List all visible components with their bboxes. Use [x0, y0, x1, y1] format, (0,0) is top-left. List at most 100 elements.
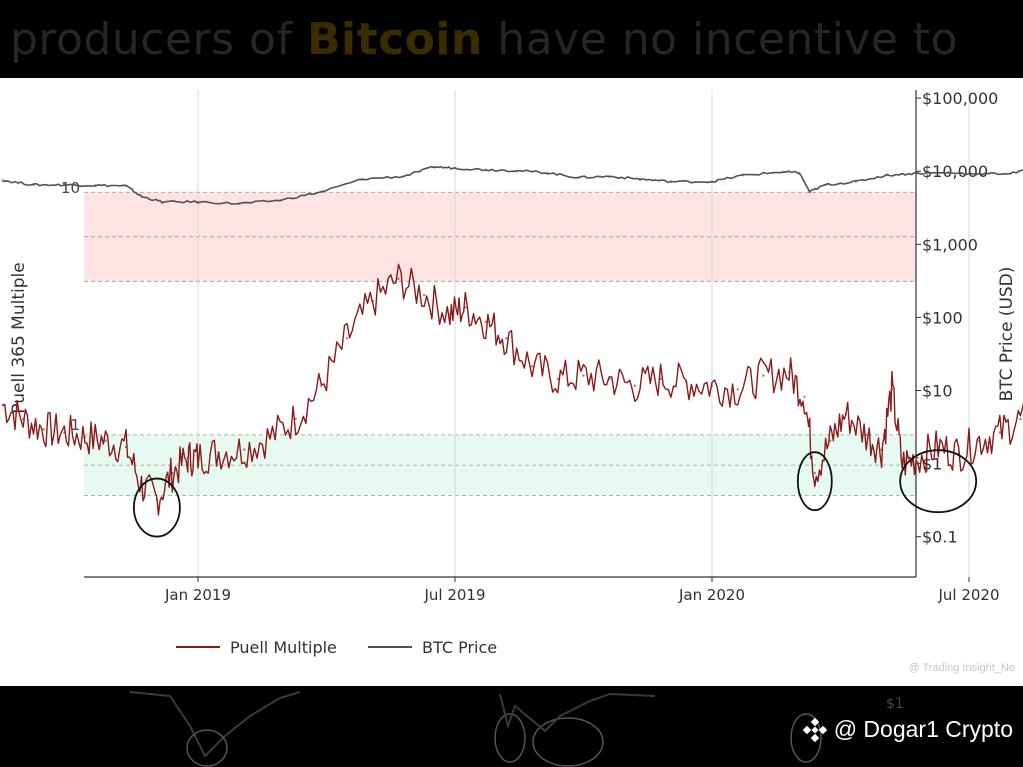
brand-text: @ Dogar1 Crypto	[833, 716, 1013, 742]
puell-point	[124, 445, 128, 449]
bottom-strip: $1 @ Dogar1 Crypto	[0, 686, 1023, 767]
puell-point	[155, 498, 159, 501]
puell-point	[530, 365, 534, 368]
btc-point	[638, 177, 642, 181]
brand-label: @ Dogar1 Crypto	[802, 716, 1013, 743]
puell-point	[448, 313, 452, 316]
puell-point	[813, 472, 816, 475]
btc-point	[140, 195, 143, 198]
right-tick-label: $100	[922, 308, 963, 327]
btc-point	[546, 171, 549, 175]
btc-point	[361, 177, 364, 181]
bottom-circle-annotation	[899, 449, 978, 514]
btc-point	[978, 172, 981, 176]
btc-point	[1, 179, 4, 182]
btc-point	[63, 183, 66, 187]
right-axis-title: BTC Price (USD)	[997, 267, 1017, 402]
puell-point	[916, 456, 919, 460]
puell-point	[243, 448, 246, 451]
puell-point	[371, 299, 374, 303]
puell-point	[803, 395, 806, 399]
puell-point	[186, 456, 189, 460]
puell-point	[1019, 417, 1022, 421]
right-tick-label: $0.1	[922, 528, 958, 547]
btc-point	[1008, 172, 1012, 175]
blurred-chart-reflection: $1	[129, 691, 904, 767]
btc-point	[32, 183, 35, 187]
btc-point	[433, 165, 436, 168]
puell-point	[978, 439, 981, 442]
puell-point	[422, 293, 426, 297]
puell-point	[464, 306, 467, 309]
series-puell-multiple-line	[2, 263, 1023, 516]
puell-point	[890, 388, 894, 391]
puell-point	[659, 377, 662, 381]
puell-point	[484, 320, 488, 323]
btc-point	[160, 200, 164, 204]
puell-point	[608, 377, 611, 381]
btc-point	[798, 171, 801, 175]
x-tick-label: Jul 2019	[423, 586, 485, 604]
x-tick-label: Jan 2019	[164, 586, 231, 604]
bottom-circle-annotation	[132, 477, 181, 538]
btc-point	[237, 202, 241, 205]
puell-point	[844, 412, 847, 416]
right-tick-label: $1,000	[922, 235, 978, 254]
puell-point	[936, 445, 940, 449]
btc-point	[94, 184, 97, 187]
puell-point	[880, 448, 883, 451]
x-tick-label: Jul 2020	[937, 586, 999, 604]
btc-point	[402, 175, 405, 178]
btc-point	[577, 176, 580, 179]
puell-point	[104, 439, 107, 442]
btc-point	[782, 170, 786, 174]
puell-point	[998, 431, 1002, 434]
btc-point	[854, 180, 858, 183]
puell-point	[582, 374, 585, 377]
legend-label: Puell Multiple	[230, 638, 337, 657]
bottom-circle-annotation	[796, 451, 833, 512]
btc-point	[669, 180, 673, 183]
btc-point	[741, 174, 745, 177]
watermark: @ Trading Insight_Ne	[908, 662, 1015, 674]
puell-point	[320, 384, 323, 387]
puell-point	[268, 435, 272, 439]
puell-point	[83, 435, 87, 439]
puell-point	[345, 337, 349, 340]
puell-point	[900, 462, 904, 465]
btc-point	[515, 169, 518, 172]
right-tick-label: $100,000	[922, 89, 998, 108]
btc-point	[453, 166, 457, 170]
right-tick-label: $10	[922, 382, 953, 401]
caption-part-2: have no incentive to	[482, 14, 959, 65]
puell-point	[685, 381, 688, 384]
left-axis-title: Puell 365 Multiple	[9, 262, 29, 413]
left-tick-label: 1	[70, 416, 80, 434]
caption-part-1: producers of	[10, 14, 307, 65]
puell-point	[633, 384, 637, 387]
btc-point	[823, 183, 827, 187]
puell-point	[196, 456, 200, 460]
puell-point	[294, 417, 297, 421]
btc-point	[484, 168, 488, 171]
btc-point	[196, 200, 200, 204]
puell-point	[736, 388, 739, 391]
binance-diamond-icon	[802, 717, 827, 742]
puell-point	[762, 374, 765, 377]
puell-point	[1, 404, 4, 407]
btc-point	[916, 171, 919, 175]
caption-text: producers of Bitcoin have no incentive t…	[10, 14, 958, 65]
right-tick-label: $10,000	[922, 162, 988, 181]
btc-point	[279, 199, 282, 202]
svg-text:$1: $1	[886, 696, 904, 712]
caption-banner: producers of Bitcoin have no incentive t…	[0, 0, 1023, 78]
series-btc-price-line	[2, 165, 1023, 205]
legend-label: BTC Price	[422, 638, 497, 657]
puell-point	[42, 428, 45, 431]
puell-point	[397, 277, 400, 280]
left-tick-label: 10	[61, 179, 80, 197]
puell-point	[63, 431, 66, 434]
btc-point	[808, 190, 811, 194]
